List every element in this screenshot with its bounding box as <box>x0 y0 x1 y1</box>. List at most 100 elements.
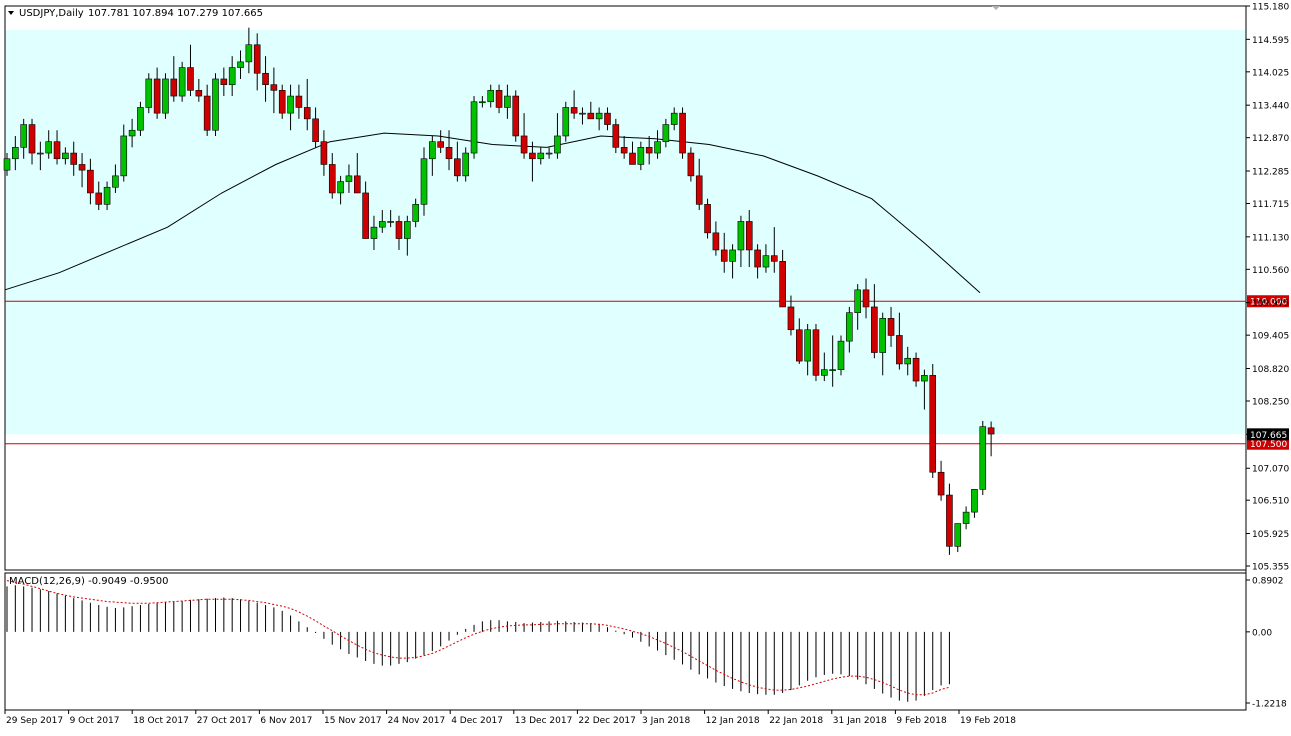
candle-body-32 <box>270 84 278 91</box>
time-tick-label-13: 31 Jan 2018 <box>833 716 887 726</box>
candle-body-45 <box>378 221 386 228</box>
candle-62 <box>520 113 528 159</box>
candle-43 <box>362 181 369 239</box>
candle-body-98 <box>821 369 828 376</box>
candle-58 <box>487 84 495 108</box>
candle-body-44 <box>370 226 378 239</box>
candle-body-103 <box>862 289 870 308</box>
candle-57 <box>479 96 486 108</box>
candle-109 <box>912 352 920 387</box>
candle-body-114 <box>954 523 962 547</box>
candle-body-11 <box>95 192 103 205</box>
time-tick-label-14: 9 Feb 2018 <box>896 716 947 726</box>
candle-65 <box>545 147 553 159</box>
candle-22 <box>187 44 194 97</box>
candle-8 <box>70 141 78 176</box>
symbol-dropdown-icon[interactable] <box>8 11 14 15</box>
candle-body-37 <box>312 118 319 142</box>
macd-panel-frame <box>4 572 1247 711</box>
candle-body-15 <box>128 129 136 137</box>
candle-body-51 <box>429 141 436 160</box>
candle-28 <box>237 50 244 79</box>
candle-body-25 <box>212 78 219 131</box>
candle-body-21 <box>178 67 186 97</box>
candle-body-26 <box>220 78 228 85</box>
candle-81 <box>679 107 686 159</box>
time-tick-label-3: 27 Oct 2017 <box>197 716 253 726</box>
candle-body-108 <box>904 357 912 365</box>
candle-body-30 <box>253 44 261 74</box>
candle-102 <box>854 284 861 330</box>
candle-body-109 <box>912 357 920 382</box>
candle-55 <box>462 147 470 182</box>
candle-body-89 <box>745 221 753 251</box>
price-tick-label-9: 109.975 <box>1252 299 1289 309</box>
candle-body-60 <box>504 95 511 108</box>
candle-68 <box>570 90 578 119</box>
candle-111 <box>929 363 937 478</box>
candle-17 <box>145 73 153 114</box>
candle-body-112 <box>937 471 945 496</box>
candle-33 <box>278 84 286 119</box>
candle-13 <box>112 164 119 193</box>
price-axis-layer: 115.180 114.595 114.025 113.440 112.870 112.2… <box>1246 3 1289 573</box>
candle-body-116 <box>971 489 978 513</box>
candle-body-102 <box>854 289 861 313</box>
candle-body-22 <box>187 67 194 91</box>
candle-97 <box>812 324 820 382</box>
chart-symbol-label: USDJPY,Daily <box>19 8 84 19</box>
candle-101 <box>846 306 853 353</box>
candle-48 <box>404 215 411 256</box>
time-tick-label-0: 29 Sep 2017 <box>6 716 63 726</box>
scroll-shift-marker[interactable] <box>992 6 1000 10</box>
candle-91 <box>762 244 770 273</box>
candle-0 <box>3 153 11 176</box>
candle-body-93 <box>779 261 786 308</box>
candle-37 <box>312 107 319 148</box>
candle-72 <box>604 107 611 131</box>
candle-51 <box>429 135 436 176</box>
candle-19 <box>162 73 169 119</box>
candle-112 <box>937 460 945 501</box>
candle-46 <box>387 210 394 228</box>
candle-21 <box>178 61 186 102</box>
candle-18 <box>153 67 161 119</box>
candle-60 <box>504 84 511 119</box>
candle-75 <box>629 141 636 165</box>
candle-body-1 <box>12 147 19 160</box>
price-tick-label-12: 108.250 <box>1252 397 1289 407</box>
candle-body-88 <box>737 221 745 251</box>
candle-body-95 <box>795 329 803 362</box>
candle-39 <box>328 153 336 199</box>
candle-body-53 <box>445 147 453 160</box>
candle-body-63 <box>529 152 536 160</box>
price-tick-label-8: 110.560 <box>1252 266 1289 276</box>
candle-body-47 <box>395 221 403 239</box>
candle-body-80 <box>670 112 678 125</box>
candle-body-43 <box>362 192 369 239</box>
candle-27 <box>228 56 236 97</box>
price-tick-label-0: 115.180 <box>1252 3 1289 13</box>
level-tag-0 <box>1247 295 1289 308</box>
price-tick-label-16: 105.925 <box>1252 530 1289 540</box>
candle-34 <box>287 84 294 131</box>
shaded-zone <box>5 30 1246 435</box>
candle-body-3 <box>28 124 36 154</box>
candle-body-97 <box>812 329 820 376</box>
price-tick-label-2: 114.025 <box>1252 68 1289 78</box>
candle-body-24 <box>203 95 211 131</box>
candle-115 <box>962 506 970 530</box>
candle-body-74 <box>620 147 628 154</box>
candle-body-19 <box>162 78 169 114</box>
candle-body-68 <box>570 107 578 114</box>
candle-116 <box>971 489 978 518</box>
candle-106 <box>887 306 895 347</box>
candle-body-41 <box>345 175 353 182</box>
candle-67 <box>562 101 570 142</box>
candle-118 <box>987 421 995 457</box>
candle-83 <box>695 158 703 211</box>
candle-54 <box>454 141 461 182</box>
candle-74 <box>620 135 628 159</box>
